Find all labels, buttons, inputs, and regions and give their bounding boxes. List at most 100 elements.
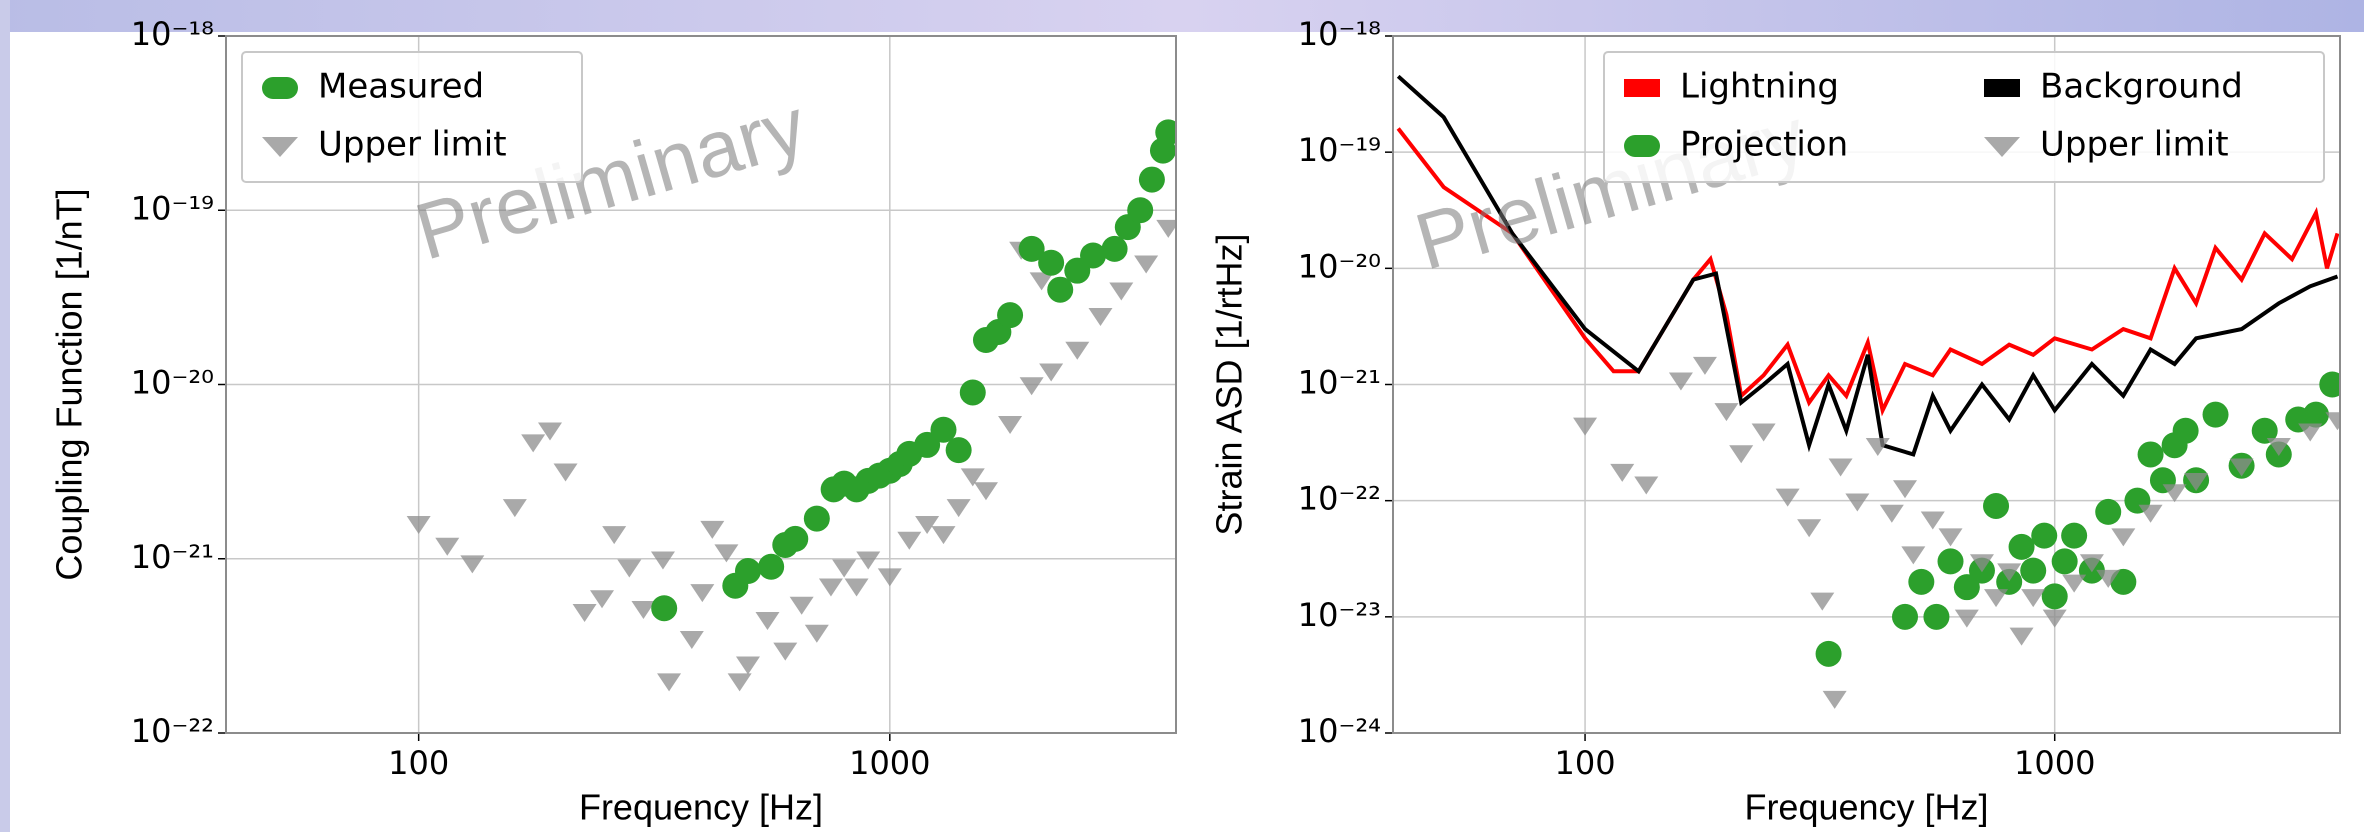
data-point [1797, 519, 1822, 538]
data-point [844, 578, 869, 597]
data-point [804, 624, 829, 643]
y-tick-label: 10⁻¹⁸ [131, 15, 214, 53]
series-layer [1396, 74, 2340, 709]
data-point [679, 630, 704, 649]
data-point [735, 656, 760, 675]
data-point [818, 578, 843, 597]
data-point [914, 431, 941, 458]
legend-label: Upper limit [318, 125, 507, 165]
data-point [617, 559, 642, 578]
data-point [755, 611, 780, 630]
data-point [1997, 563, 2022, 582]
data-point [2184, 473, 2209, 492]
data-point [651, 595, 678, 622]
legend-swatch [262, 137, 298, 157]
x-tick-label: 100 [388, 744, 449, 782]
data-point [973, 482, 998, 501]
data-point [1018, 235, 1045, 262]
data-point [1938, 528, 1963, 547]
data-point [714, 544, 739, 563]
data-point [1729, 445, 1754, 464]
data-point [960, 468, 985, 487]
data-point [2138, 504, 2163, 523]
data-point [657, 673, 682, 692]
y-tick-label: 10⁻²³ [1298, 596, 1381, 634]
data-point [2031, 522, 2058, 549]
data-point [2302, 401, 2329, 428]
data-point [1610, 463, 1635, 482]
plot-frame [225, 35, 1177, 734]
data-point [997, 302, 1024, 329]
data-point [1953, 574, 1980, 601]
data-point [915, 515, 940, 534]
legend-swatch [1984, 137, 2020, 157]
data-point [1155, 119, 1176, 146]
x-tick-label: 1000 [849, 744, 930, 782]
data-point [1088, 307, 1113, 326]
data-point [2096, 569, 2121, 588]
x-tick-label: 100 [1555, 744, 1616, 782]
data-point [2172, 417, 2199, 444]
data-line [1396, 74, 2339, 457]
data-point [2041, 583, 2068, 610]
data-point [1065, 341, 1090, 360]
y-axis-label: Coupling Function [1/nT] [49, 188, 90, 580]
data-point [897, 531, 922, 550]
data-point [1908, 568, 1935, 595]
data-point [2062, 574, 2087, 593]
legend-swatch [1984, 79, 2020, 97]
legend-label: Projection [1680, 125, 1848, 165]
legend-label: Upper limit [2040, 125, 2229, 165]
legend-box [1603, 51, 2325, 183]
data-point [631, 601, 656, 620]
data-point [502, 499, 527, 518]
data-point [690, 584, 715, 603]
y-tick-label: 10⁻²¹ [1298, 364, 1381, 402]
y-tick-label: 10⁻²² [131, 712, 214, 750]
y-axis-label: Strain ASD [1/rtHz] [1209, 233, 1250, 535]
series-layer [406, 119, 1176, 692]
data-point [537, 422, 562, 441]
data-point [1775, 488, 1800, 507]
data-point [1969, 554, 1994, 573]
data-point [2266, 438, 2291, 457]
data-point [1901, 546, 1926, 565]
data-point [1865, 438, 1890, 457]
data-point [1920, 511, 1945, 530]
legend-box [241, 51, 583, 183]
data-point [945, 437, 972, 464]
y-tick-label: 10⁻²⁰ [1298, 247, 1381, 285]
data-point [2111, 528, 2136, 547]
data-point [2095, 498, 2122, 525]
data-point [782, 525, 809, 552]
data-point [1815, 640, 1842, 667]
data-point [1634, 476, 1659, 495]
data-point [435, 537, 460, 556]
data-point [946, 499, 971, 518]
data-point [1668, 372, 1693, 391]
data-point [1822, 690, 1847, 709]
data-point [2162, 484, 2187, 503]
x-tick-label: 1000 [2014, 744, 2095, 782]
plot-frame [1392, 35, 2341, 734]
data-point [998, 415, 1023, 434]
data-point [1954, 609, 1979, 628]
x-axis-label: Frequency [Hz] [579, 787, 823, 828]
y-tick-label: 10⁻²² [1298, 480, 1381, 518]
data-point [856, 551, 881, 570]
data-point [1156, 219, 1176, 238]
legend-swatch [262, 77, 298, 99]
data-point [1101, 235, 1128, 262]
legend-swatch [1624, 79, 1660, 97]
data-point [1892, 603, 1919, 630]
data-point [789, 596, 814, 615]
data-point [1845, 493, 1870, 512]
data-point [1047, 276, 1074, 303]
y-tick-label: 10⁻¹⁹ [131, 189, 214, 227]
data-point [572, 604, 597, 623]
data-point [1983, 492, 2010, 519]
legend-label: Measured [318, 67, 484, 107]
data-point [553, 463, 578, 482]
data-point [2009, 627, 2034, 646]
data-point [1810, 592, 1835, 611]
